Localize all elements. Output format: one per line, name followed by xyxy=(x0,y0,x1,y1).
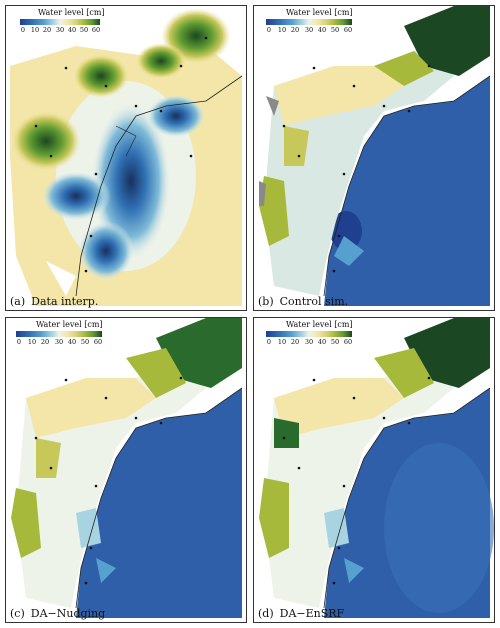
panel-c: Water level [cm] 0 10 20 30 40 50 60 (c) DA−… xyxy=(5,317,247,623)
map-d xyxy=(254,318,494,622)
map-b xyxy=(254,6,494,310)
panel-a: Water level [cm] 0 10 20 30 40 50 60 (a) Dat… xyxy=(5,5,247,311)
station-points xyxy=(34,36,208,273)
panel-label: (b) Control sim. xyxy=(258,295,349,308)
colorbar-ticks: 0 10 20 30 40 50 60 xyxy=(16,338,103,346)
panel-b: Water level [cm] 0 10 20 30 40 50 60 (b) Con… xyxy=(253,5,495,311)
colorbar-title: Water level [cm] xyxy=(286,8,353,17)
station-points xyxy=(282,376,431,585)
colorbar-ticks: 0 10 20 30 40 50 60 xyxy=(266,338,353,346)
map-a xyxy=(6,6,246,310)
station-points xyxy=(34,376,183,585)
panel-label: (c) DA−Nudging xyxy=(10,607,106,620)
panel-label: (d) DA−EnSRF xyxy=(258,607,345,620)
colorbar-ticks: 0 10 20 30 40 50 60 xyxy=(20,26,101,34)
colorbar-title: Water level [cm] xyxy=(286,320,353,329)
map-c xyxy=(6,318,246,622)
colorbar-ticks: 0 10 20 30 40 50 60 xyxy=(266,26,353,34)
panel-label: (a) Data interp. xyxy=(10,295,99,308)
panel-d: Water level [cm] 0 10 20 30 40 50 60 (d) DA−… xyxy=(253,317,495,623)
station-points xyxy=(282,64,431,273)
colorbar-title: Water level [cm] xyxy=(38,8,105,17)
colorbar-title: Water level [cm] xyxy=(36,320,103,329)
